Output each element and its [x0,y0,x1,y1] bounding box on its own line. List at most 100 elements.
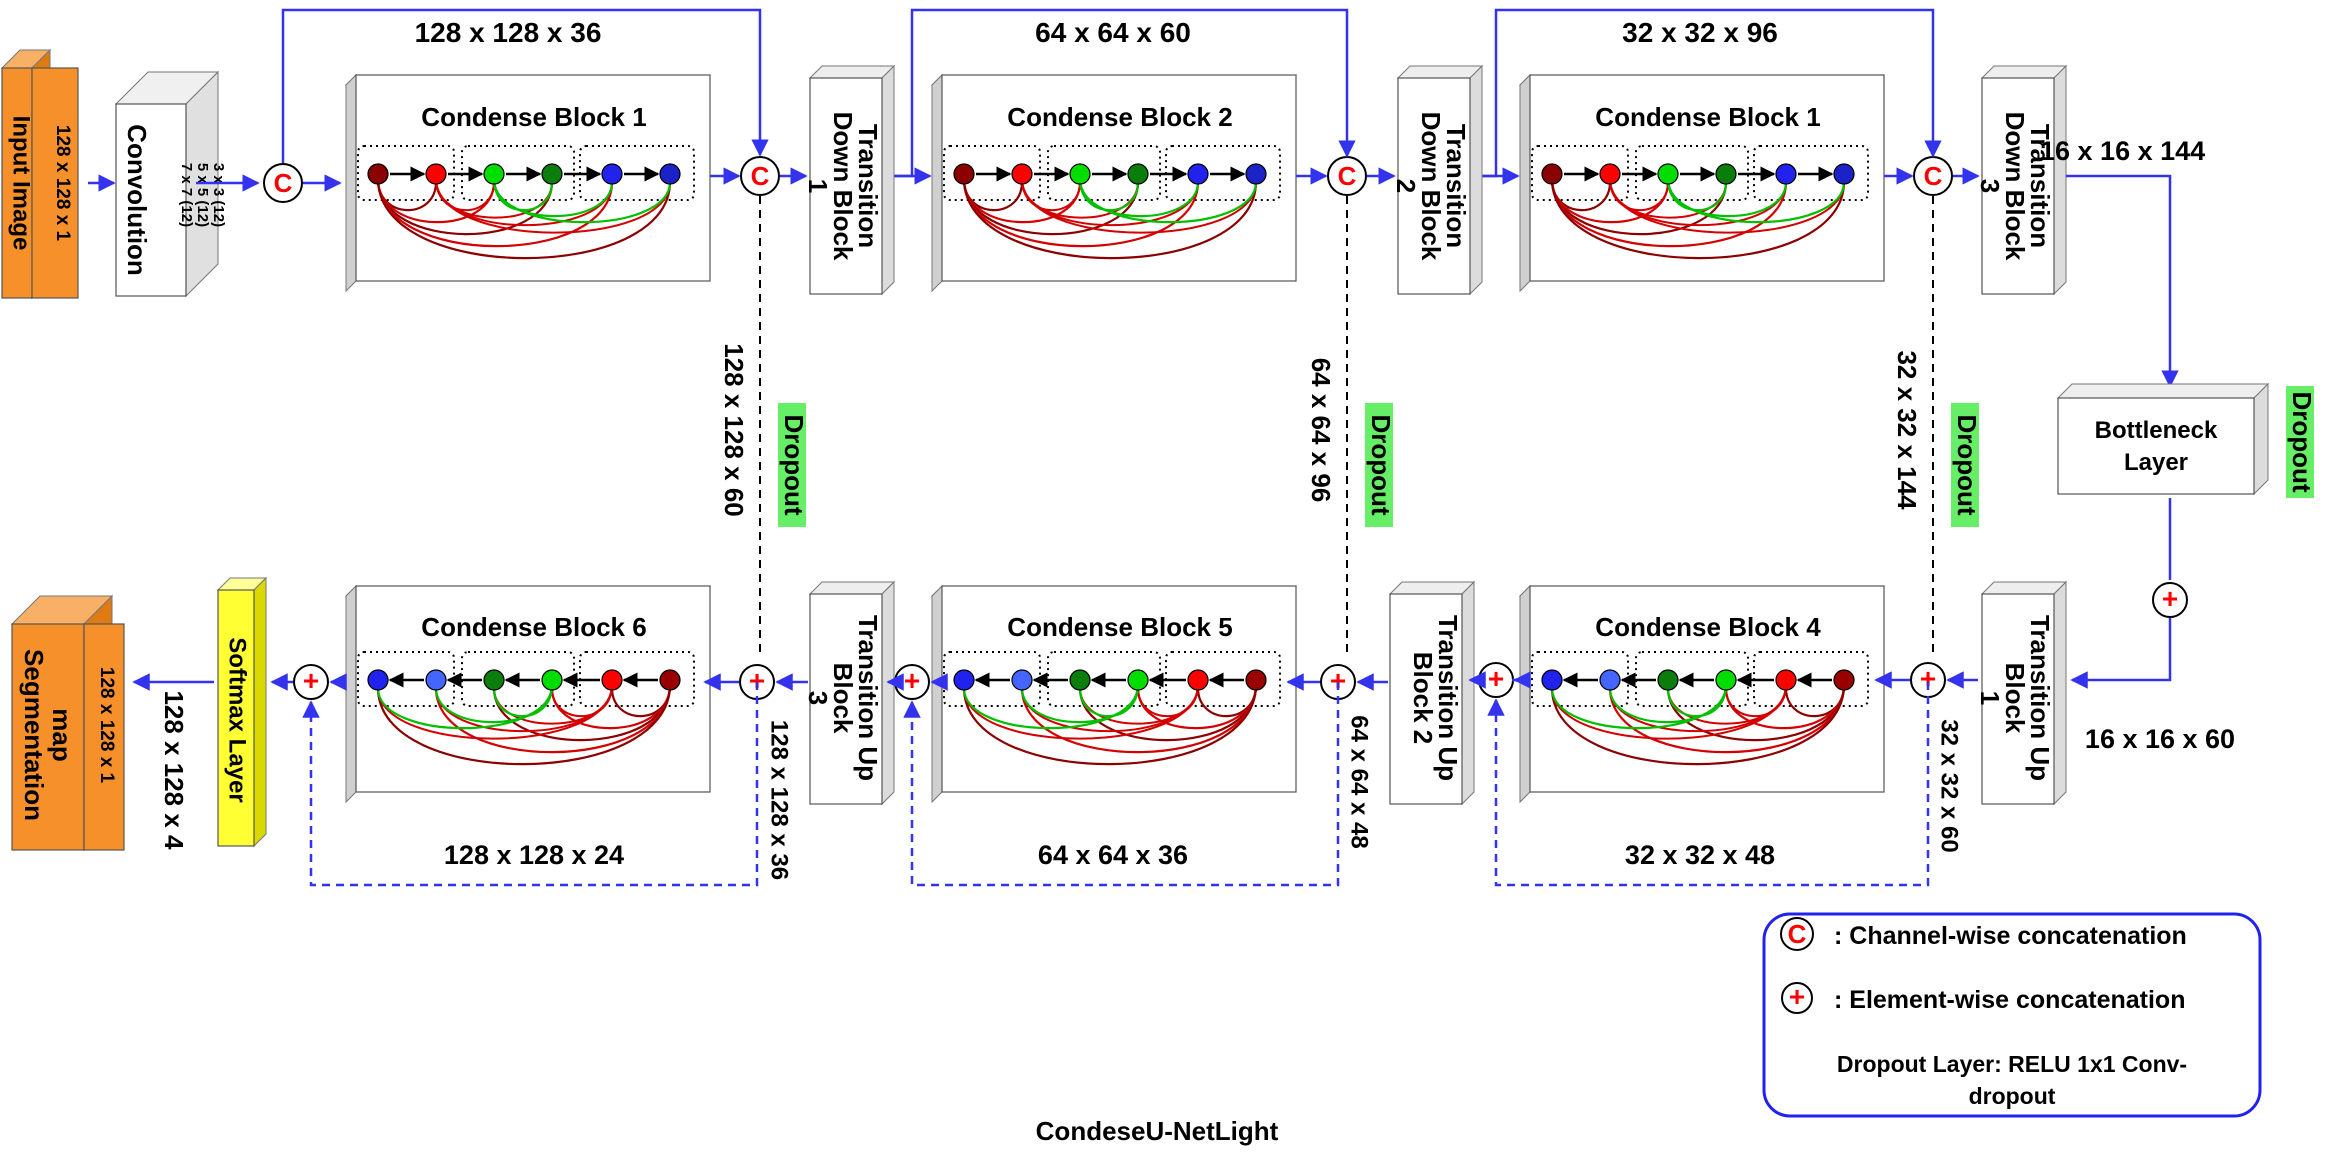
skip-dim-vertical-1: 128 x 128 x 60 [719,343,749,517]
dense-connection [434,684,672,754]
decoder-block-title-3: Condense Block 4 [1595,612,1821,642]
skip-dim-vertical-3: 32 x 32 x 144 [1892,350,1922,510]
dashed-skip-6 [302,682,759,887]
bottom-dim-4: 32 x 32 x 48 [1625,840,1775,870]
diagram-title: CondeseU-NetLight [1036,1116,1279,1146]
dense-layer-node [1715,669,1737,691]
legend-element-text: : Element-wise concatenation [1834,986,2185,1014]
legend-channel-text: : Channel-wise concatenation [1834,922,2187,950]
dense-layer-node [953,669,975,691]
dropout-bg-2 [1365,403,1393,527]
dense-layer-node [659,163,681,185]
dense-layer-node [1245,163,1267,185]
concat-plus-glyph: + [303,665,319,696]
legend-box [1762,912,2262,1118]
dense-connection [1609,178,1845,234]
dense-connection [1608,684,1846,754]
skip-path-top-1 [281,8,769,163]
dropout-label-1: Dropout [779,414,809,515]
bottleneck-label-2: Layer [2124,449,2188,476]
dense-group-box [461,651,575,707]
dense-group-box [1047,651,1161,707]
dense-layer-node [541,669,563,691]
dropout-bg-1 [778,403,806,527]
dense-connection [376,178,554,236]
dense-group-box [1047,145,1161,201]
dense-connection [1666,178,1846,224]
convolution-label: Convolution [122,124,152,276]
concat-c-1: C [740,156,780,196]
dense-layer-node [483,163,505,185]
dense-layer-node [1245,669,1267,691]
legend-dropout-line1: Dropout Layer: RELU 1x1 Conv- [1837,1051,2187,1077]
concat-c-input: C [263,163,303,203]
dense-connection [1078,684,1258,742]
legend-c-icon: C [1780,917,1814,951]
bottleneck-box [2056,382,2270,496]
concat-c-glyph: C [1788,919,1807,949]
plus-block4-out: + [1478,662,1514,698]
plus-tu1-skip: + [1910,662,1946,698]
dense-group-box [1635,145,1749,201]
dense-connection [962,178,1258,260]
concat-plus-glyph: + [1920,663,1936,694]
transition-up-text: Block [2000,663,2030,734]
softmax-box [216,576,268,848]
dense-connection [1550,178,1788,248]
td3-output-dim: 16 x 16 x 144 [2040,136,2205,166]
dense-connection [377,684,613,740]
input-image-front [31,67,79,299]
dropout-label-3: Dropout [1952,414,1982,515]
dense-layer-node [601,163,623,185]
dense-layer-node [1715,163,1737,185]
concat-c-glyph: C [274,168,293,198]
output-label-2: map [47,708,77,761]
transition-up-text: Transition Up [853,615,883,781]
dense-layer-node [1069,163,1091,185]
input-image-label: Input Image [8,116,35,251]
transition-up-text: Block [828,663,858,734]
skip-dim-top-1: 128 x 128 x 36 [415,17,602,48]
bottleneck-dropout-label: Dropout [2287,391,2317,492]
skip-dim-vertical-2: 64 x 64 x 96 [1306,358,1336,503]
dense-connection [1550,178,1728,236]
concat-c-glyph: C [751,161,770,191]
upconcat-dim-1: 32 x 32 x 60 [1936,719,1963,852]
dense-connection [1550,684,1846,766]
dense-layer-node [1011,163,1033,185]
decoder-block-1 [344,584,712,804]
transition-down-text: Transition [2025,124,2055,248]
dense-layer-node [425,669,447,691]
decoder-block-3 [1518,584,1886,804]
dense-layer-node [1833,163,1855,185]
dense-connection [492,178,672,224]
arrow-plus-to-tu1 [2070,618,2172,689]
encoder-block-title-3: Condense Block 1 [1595,102,1820,132]
transition-up-text: Transition Up [1433,615,1463,781]
dense-layer-node [483,669,505,691]
dense-connection [962,684,1140,730]
dense-layer-node [541,163,563,185]
upconcat-dim-3: 128 x 128 x 36 [766,720,793,880]
dense-layer-node [1187,163,1209,185]
transition-down-text: Down Block [2000,112,2030,261]
dense-layer-node [1069,669,1091,691]
dense-layer-node [601,669,623,691]
output-label-1: Segmentation [19,649,49,821]
concat-c-3: C [1913,156,1953,196]
dense-connection [376,178,672,260]
dec-node-group-3 [1531,651,1869,766]
dense-connection [962,178,1200,248]
dense-connection [963,684,1199,740]
transition-down-text: 1 [803,179,833,193]
dense-layer-node [1541,163,1563,185]
dense-connection [1666,684,1846,742]
convolution-box [114,70,220,298]
dense-connection [962,178,1140,236]
dense-connection [962,684,1258,766]
